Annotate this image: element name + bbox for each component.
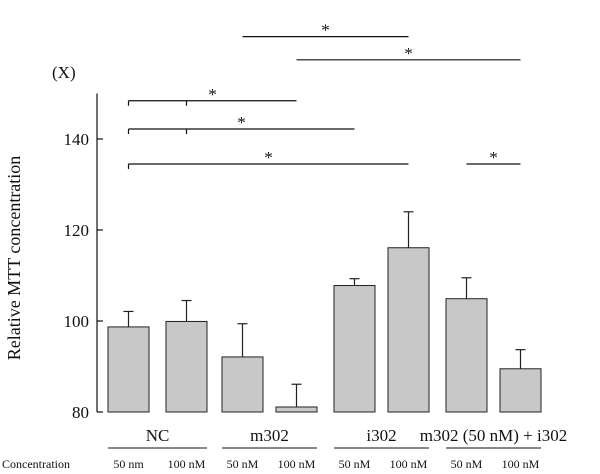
- bar-4: [333, 285, 376, 413]
- bar-2: [221, 356, 264, 413]
- significance-star-5: *: [489, 148, 498, 167]
- bar-7: [499, 368, 542, 413]
- concentration-label-4: 50 nM: [339, 457, 371, 471]
- bar-1: [165, 320, 208, 413]
- y-tick-label-0: 80: [72, 403, 89, 422]
- concentration-label-7: 100 nM: [502, 457, 540, 471]
- significance-star-2: *: [208, 85, 217, 104]
- group-label-0: NC: [146, 426, 170, 445]
- concentration-label-3: 100 nM: [278, 457, 316, 471]
- concentration-label-0: 50 nm: [113, 457, 144, 471]
- y-tick-label-1: 100: [64, 312, 90, 331]
- group-label-3: m302 (50 nM) + i302: [420, 426, 567, 445]
- concentration-label-6: 50 nM: [451, 457, 483, 471]
- concentration-label-1: 100 nM: [168, 457, 206, 471]
- significance-star-0: *: [321, 21, 330, 40]
- bar-6: [445, 298, 488, 413]
- y-tick-label-3: 140: [64, 130, 90, 149]
- y-axis: 80 100 120 140: [64, 93, 103, 422]
- significance-brackets: * * * * * *: [127, 21, 521, 170]
- bar-5: [387, 247, 430, 413]
- y-tick-label-2: 120: [64, 221, 90, 240]
- significance-star-4: *: [264, 148, 273, 167]
- concentration-label-2: 50 nM: [227, 457, 259, 471]
- significance-star-1: *: [404, 44, 413, 63]
- significance-star-3: *: [237, 113, 246, 132]
- x-axis-labels: NC m302 i302 m302 (50 nM) + i302 50 nm 100 nM…: [2, 426, 567, 471]
- y-axis-title: Relative MTT concentration: [4, 156, 24, 361]
- bar-0: [107, 326, 150, 413]
- concentration-row-label: Concentration: [2, 457, 70, 471]
- bar-3: [275, 406, 318, 413]
- group-label-1: m302: [250, 426, 289, 445]
- y-axis-unit: (X): [52, 63, 76, 82]
- bars: [107, 211, 542, 413]
- concentration-label-5: 100 nM: [390, 457, 428, 471]
- group-label-2: i302: [366, 426, 396, 445]
